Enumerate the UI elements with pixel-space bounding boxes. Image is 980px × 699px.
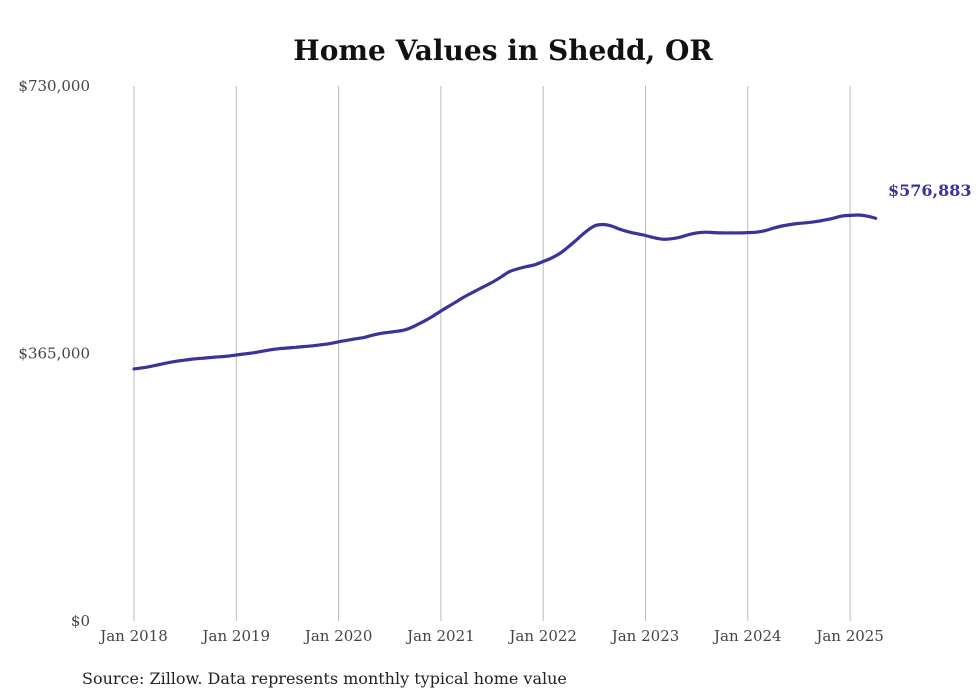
y-tick-label: $365,000 <box>18 345 90 363</box>
x-axis-ticks: Jan 2018 Jan 2019 Jan 2020 Jan 2021 Jan 2022… <box>98 627 884 645</box>
end-value-label: $576,883 <box>888 181 972 200</box>
home-value-line <box>132 213 878 371</box>
x-tick-label: Jan 2024 <box>712 627 782 645</box>
x-tick-label: Jan 2022 <box>507 627 577 645</box>
x-tick-label: Jan 2020 <box>303 627 373 645</box>
y-tick-label: $0 <box>71 612 90 630</box>
chart-title: Home Values in Shedd, OR <box>293 34 713 67</box>
y-axis-ticks: $0 $365,000 $730,000 <box>18 77 90 630</box>
gridlines <box>133 86 851 621</box>
y-tick-label: $730,000 <box>18 77 90 95</box>
x-tick-label: Jan 2019 <box>201 627 271 645</box>
source-note: Source: Zillow. Data represents monthly … <box>82 669 567 688</box>
x-tick-label: Jan 2023 <box>610 627 680 645</box>
x-tick-label: Jan 2018 <box>98 627 168 645</box>
x-tick-label: Jan 2025 <box>814 627 884 645</box>
x-tick-label: Jan 2021 <box>405 627 475 645</box>
